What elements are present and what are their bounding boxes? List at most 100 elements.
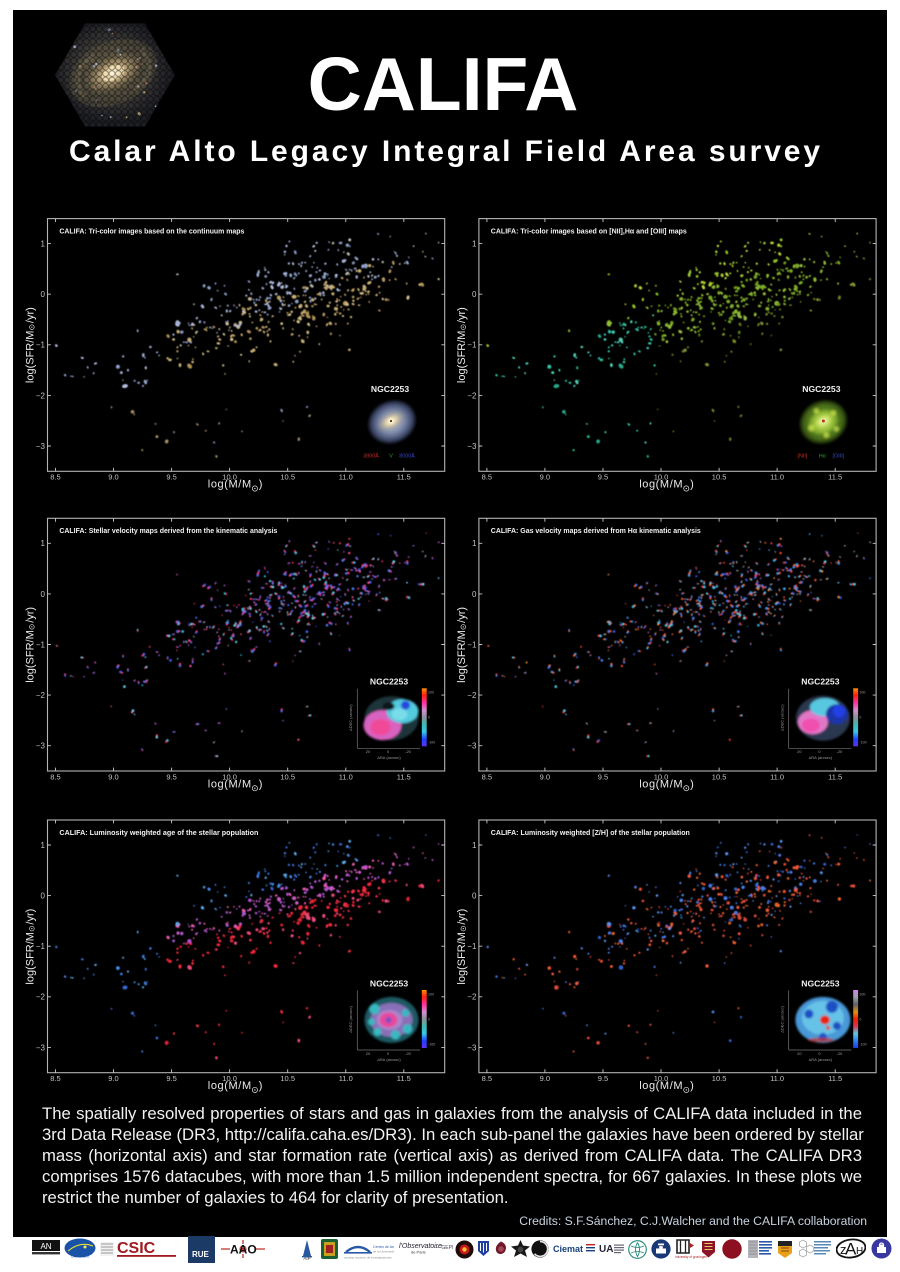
svg-text:log(M/M: log(M/M: [639, 778, 683, 790]
svg-text:de Paris: de Paris: [411, 1250, 426, 1255]
svg-text:10.5: 10.5: [712, 473, 727, 482]
svg-text:−3: −3: [36, 442, 46, 451]
svg-text:−1: −1: [467, 640, 477, 649]
svg-text:log(SFR/M: log(SFR/M: [25, 331, 37, 384]
svg-text:ΔDEC (arcsec): ΔDEC (arcsec): [779, 1005, 784, 1032]
svg-text:−2: −2: [467, 993, 477, 1002]
svg-text:CSIC: CSIC: [117, 1240, 156, 1257]
svg-text:10.5: 10.5: [280, 1074, 295, 1083]
svg-text:Centro de Astrobiología: Centro de Astrobiología: [373, 1245, 394, 1249]
svg-text:10.0: 10.0: [654, 1074, 669, 1083]
svg-text:log(M/M: log(M/M: [208, 479, 252, 491]
svg-text:-20: -20: [837, 1051, 844, 1056]
svg-text:−3: −3: [467, 1043, 477, 1052]
svg-text:8000Å: 8000Å: [399, 453, 415, 460]
svg-text:1: 1: [41, 841, 46, 850]
svg-text:10.0: 10.0: [222, 772, 237, 781]
svg-text:CALIFA: Luminosity weighted ag: CALIFA: Luminosity weighted age of the s…: [59, 830, 258, 837]
svg-text:11.5: 11.5: [828, 473, 842, 482]
svg-text:CALIFA: Luminosity weighted [Z: CALIFA: Luminosity weighted [Z/H] of the…: [491, 830, 690, 837]
svg-text:11.5: 11.5: [397, 473, 411, 482]
svg-text:11.0: 11.0: [770, 772, 784, 781]
svg-text:9.0: 9.0: [540, 1074, 550, 1083]
svg-text:log(SFR/M: log(SFR/M: [456, 630, 468, 683]
svg-text:NGC2253: NGC2253: [802, 384, 840, 394]
svg-text:100: 100: [859, 691, 865, 695]
svg-text:[OIII]: [OIII]: [833, 454, 845, 460]
svg-text:ΔRA (arcsec): ΔRA (arcsec): [809, 1057, 833, 1062]
svg-text:0: 0: [428, 1017, 430, 1021]
svg-text:[NII]: [NII]: [797, 454, 807, 460]
svg-text:−2: −2: [467, 391, 477, 400]
svg-text:ΔDEC (arcsec): ΔDEC (arcsec): [348, 704, 353, 731]
svg-text:0: 0: [41, 892, 46, 901]
svg-text:10.0: 10.0: [654, 772, 669, 781]
svg-text:9.0: 9.0: [108, 1074, 118, 1083]
svg-text:8.5: 8.5: [482, 473, 492, 482]
svg-text:-20: -20: [405, 1051, 412, 1056]
svg-text:1: 1: [472, 539, 477, 548]
svg-text:11.0: 11.0: [339, 1074, 353, 1083]
svg-text:/yr): /yr): [456, 909, 468, 925]
svg-text:11.0: 11.0: [770, 1074, 784, 1083]
svg-text:de la Universidad de Madrid: de la Universidad de Madrid: [373, 1250, 394, 1254]
svg-text:−3: −3: [36, 1043, 46, 1052]
svg-text:10.0: 10.0: [222, 473, 237, 482]
svg-text:9.0: 9.0: [540, 473, 550, 482]
svg-text:/yr): /yr): [25, 607, 37, 623]
svg-text:0: 0: [387, 1051, 390, 1056]
svg-text:−1: −1: [467, 341, 477, 350]
svg-text:): ): [259, 778, 263, 790]
svg-text:H: H: [856, 1246, 863, 1257]
svg-text:11.0: 11.0: [770, 473, 784, 482]
svg-text:AAO: AAO: [230, 1243, 257, 1257]
svg-text:): ): [690, 479, 694, 491]
svg-text:z: z: [840, 1242, 847, 1257]
svg-text:UA: UA: [599, 1244, 613, 1255]
svg-text:log(SFR/M: log(SFR/M: [25, 630, 37, 683]
svg-text:8.5: 8.5: [482, 1074, 492, 1083]
svg-text:— GEPI: — GEPI: [435, 1245, 453, 1251]
svg-text:8.5: 8.5: [50, 772, 60, 781]
svg-text:-20: -20: [837, 749, 844, 754]
svg-text:10.0: 10.0: [654, 473, 669, 482]
svg-text:−1: −1: [36, 942, 46, 951]
svg-text:log(M/M: log(M/M: [208, 1080, 252, 1092]
svg-text:9.5: 9.5: [598, 1074, 608, 1083]
svg-text:log(SFR/M: log(SFR/M: [456, 932, 468, 985]
svg-text:-100: -100: [859, 1042, 866, 1046]
svg-text:): ): [259, 1080, 263, 1092]
svg-text:/yr): /yr): [25, 909, 37, 925]
svg-text:9.5: 9.5: [166, 473, 176, 482]
svg-text:9.0: 9.0: [108, 772, 118, 781]
svg-text:CALIFA: Gas velocity maps deri: CALIFA: Gas velocity maps derived from H…: [491, 528, 701, 535]
svg-text:A: A: [845, 1240, 857, 1259]
svg-text:ΔRA (arcsec): ΔRA (arcsec): [377, 1057, 401, 1062]
svg-text:100: 100: [859, 992, 865, 996]
svg-text:20: 20: [366, 749, 371, 754]
svg-text:3800Å: 3800Å: [363, 453, 379, 460]
svg-text:10.5: 10.5: [280, 772, 295, 781]
svg-text:−3: −3: [36, 742, 46, 751]
svg-text:−2: −2: [36, 993, 46, 1002]
svg-text:9.0: 9.0: [540, 772, 550, 781]
svg-text:/yr): /yr): [456, 307, 468, 323]
svg-text:/yr): /yr): [456, 607, 468, 623]
svg-text:100: 100: [428, 691, 434, 695]
svg-text:log(M/M: log(M/M: [639, 1080, 683, 1092]
svg-text:NGC2253: NGC2253: [801, 978, 839, 988]
svg-text:log(M/M: log(M/M: [639, 479, 683, 491]
svg-text:l'Observatoire: l'Observatoire: [399, 1243, 442, 1250]
svg-text:11.5: 11.5: [397, 772, 411, 781]
svg-text:0: 0: [472, 892, 477, 901]
svg-text:8.5: 8.5: [482, 772, 492, 781]
svg-text:9.5: 9.5: [166, 772, 176, 781]
svg-text:ΔDEC (arcsec): ΔDEC (arcsec): [348, 1005, 353, 1032]
svg-text:11.0: 11.0: [339, 772, 353, 781]
svg-text:): ): [690, 778, 694, 790]
svg-text:10.5: 10.5: [280, 473, 295, 482]
svg-text:11.0: 11.0: [339, 473, 353, 482]
svg-text:10.5: 10.5: [712, 772, 727, 781]
svg-text:AN: AN: [40, 1242, 51, 1251]
svg-text:10.0: 10.0: [222, 1074, 237, 1083]
